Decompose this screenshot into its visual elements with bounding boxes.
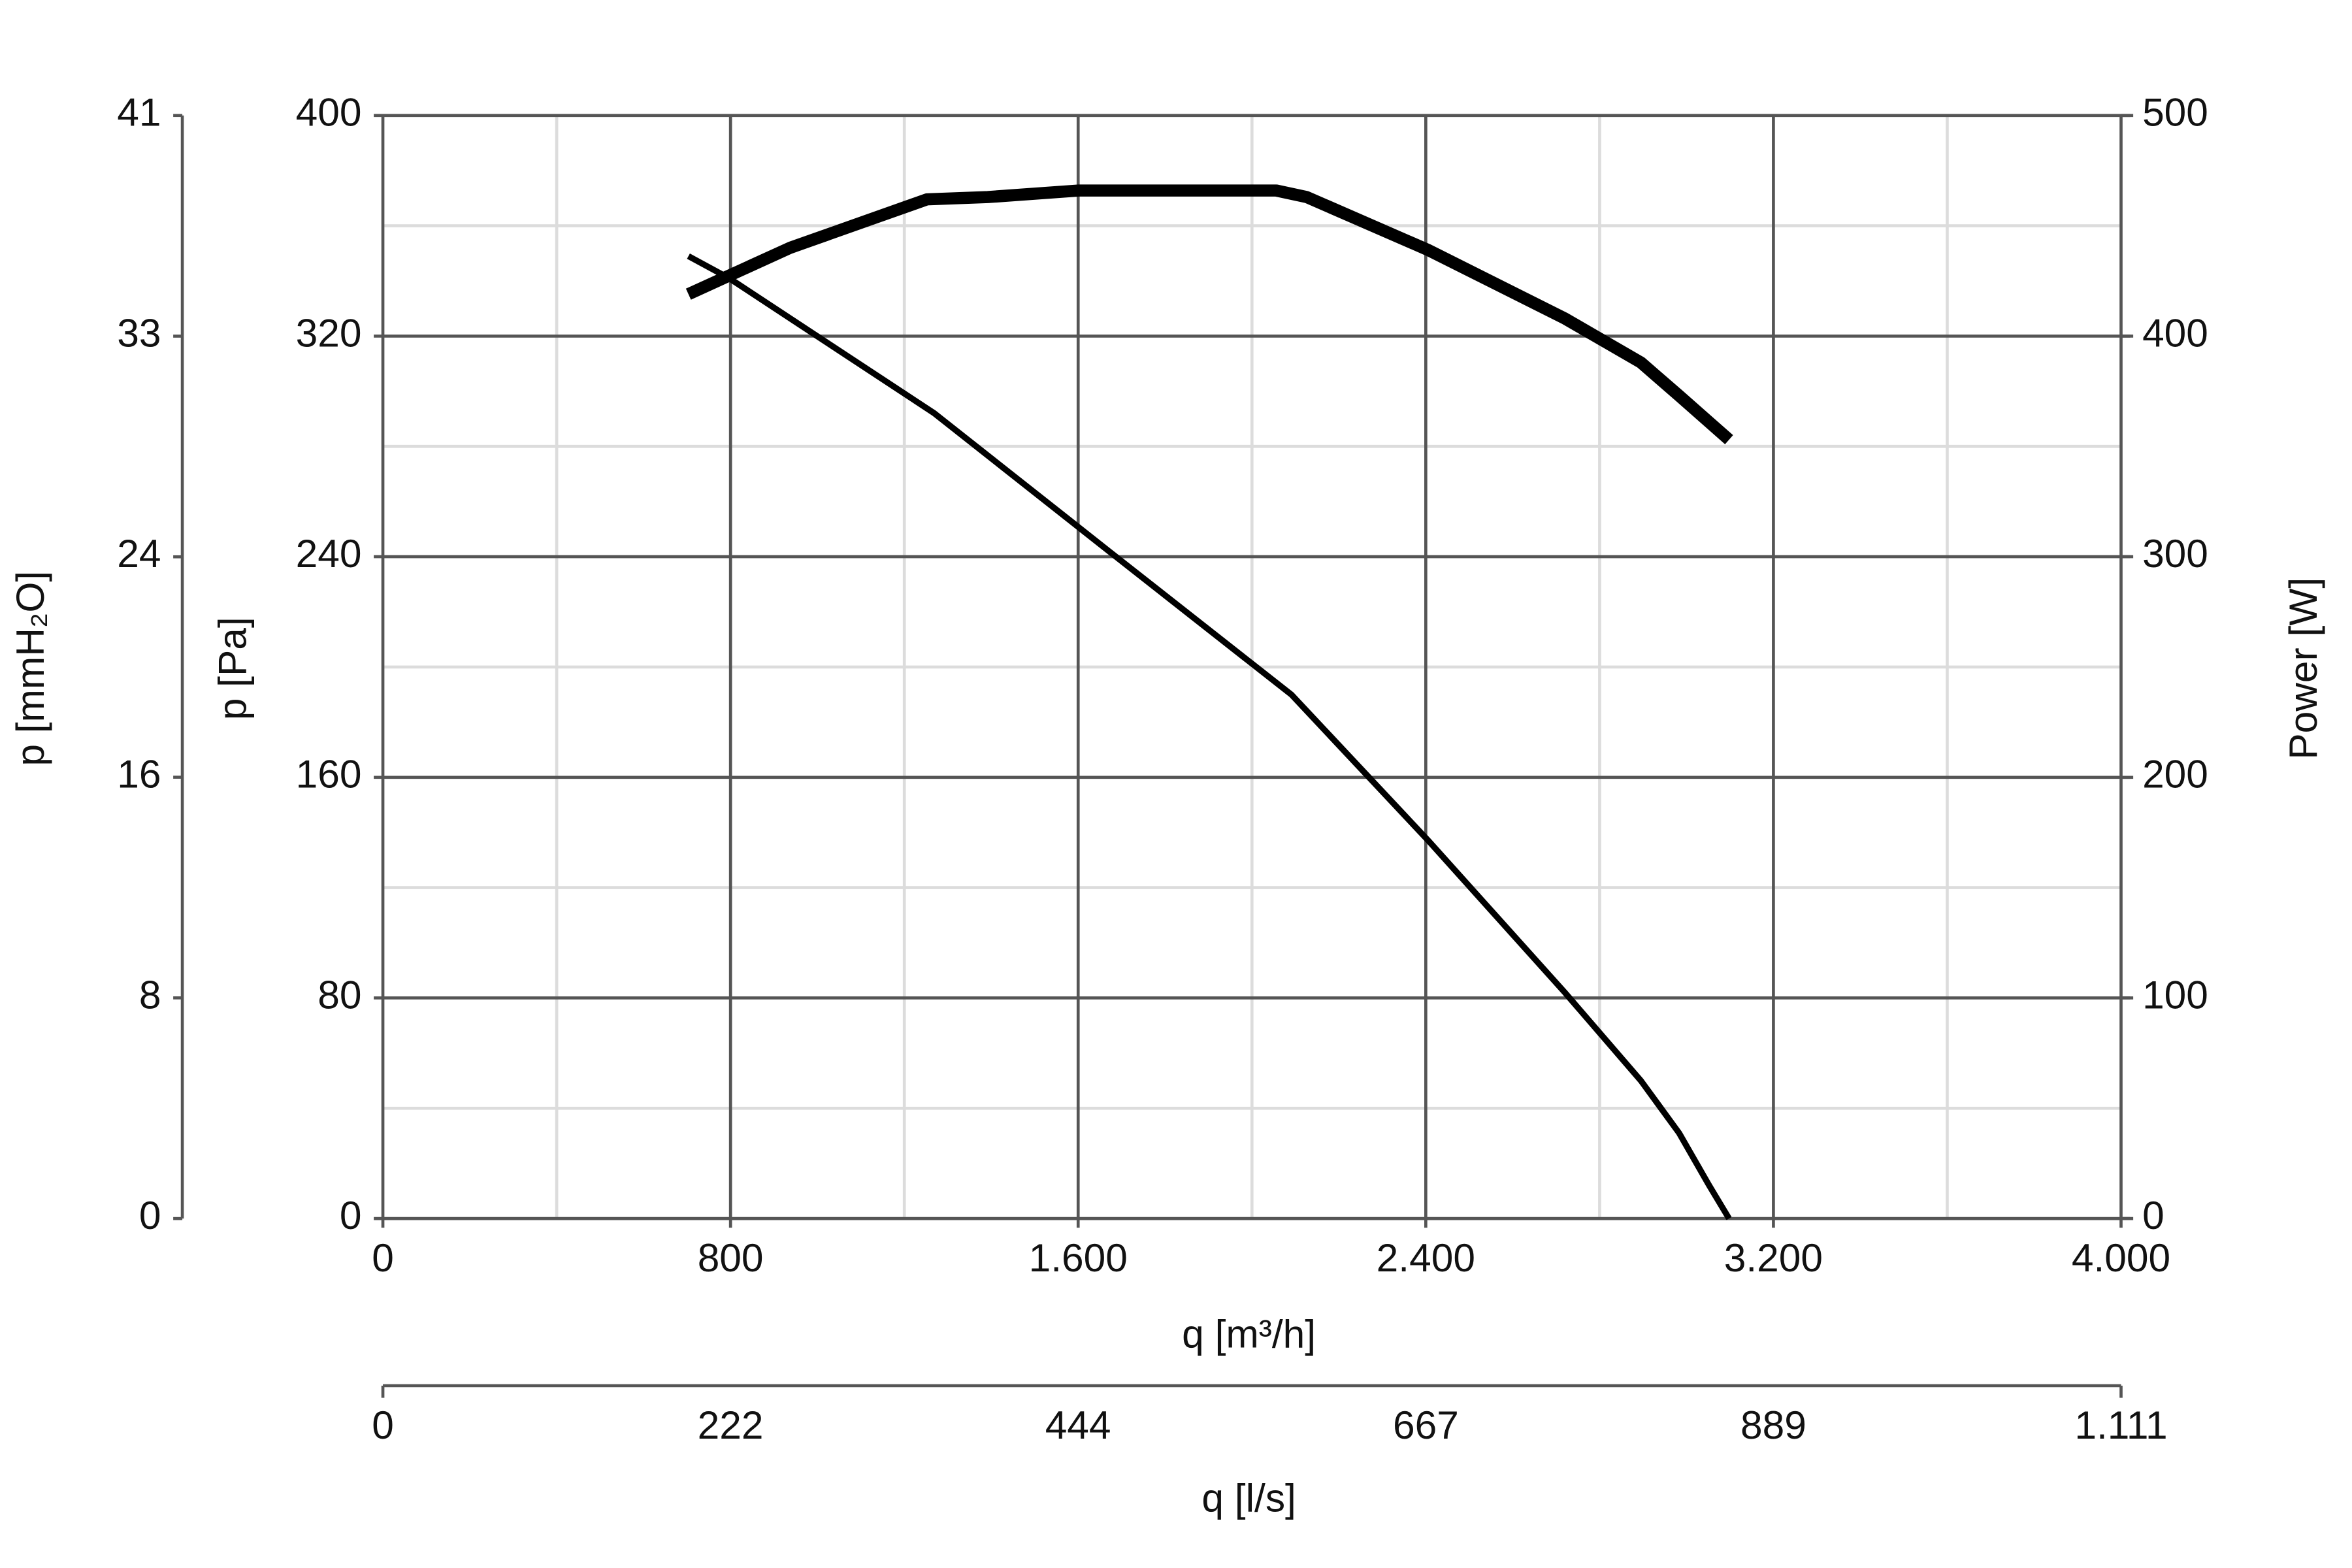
y3-tick-label: 16 [117,752,161,796]
power-curve [685,184,1733,445]
x-tick-label: 2.400 [1377,1235,1475,1280]
x2-tick-label: 1.111 [2074,1403,2167,1447]
x2-tick-label: 222 [698,1403,764,1447]
y3-tick-label: 41 [117,90,161,135]
x2-axis-label: q [l/s] [1201,1476,1296,1520]
x2-tick-label: 667 [1393,1403,1459,1447]
x2-tick-label: 889 [1740,1403,1806,1447]
y-tick-label: 320 [296,310,362,355]
x-tick-label: 3.200 [1724,1235,1823,1280]
y2-axis-label: Power [W] [2281,578,2325,760]
y-tick-label: 400 [296,90,362,135]
y3-axis-label: p [mmH₂O] [8,571,52,766]
x-axis-label: q [m³/h] [1182,1311,1316,1356]
y2-tick-label: 400 [2142,310,2208,355]
x2-tick-label: 0 [372,1403,394,1447]
x-tick-label: 800 [698,1235,764,1280]
y-tick-label: 160 [296,752,362,796]
x-tick-label: 0 [372,1235,394,1280]
y-tick-label: 240 [296,531,362,576]
y3-tick-label: 8 [139,972,161,1017]
y-tick-label: 0 [340,1193,362,1237]
y2-tick-label: 200 [2142,752,2208,796]
y3-tick-label: 24 [117,531,161,576]
x-tick-label: 4.000 [2072,1235,2170,1280]
y2-tick-label: 500 [2142,90,2208,135]
y3-tick-label: 0 [139,1193,161,1237]
y-tick-label: 80 [318,972,361,1017]
y2-tick-label: 100 [2142,972,2208,1017]
x-tick-label: 1.600 [1029,1235,1128,1280]
y2-tick-label: 0 [2142,1193,2164,1237]
y3-tick-label: 33 [117,310,161,355]
x2-tick-label: 444 [1045,1403,1111,1447]
pressure-curve [687,253,1732,1220]
y-axis-label: p [Pa] [210,617,254,720]
y2-tick-label: 300 [2142,531,2208,576]
